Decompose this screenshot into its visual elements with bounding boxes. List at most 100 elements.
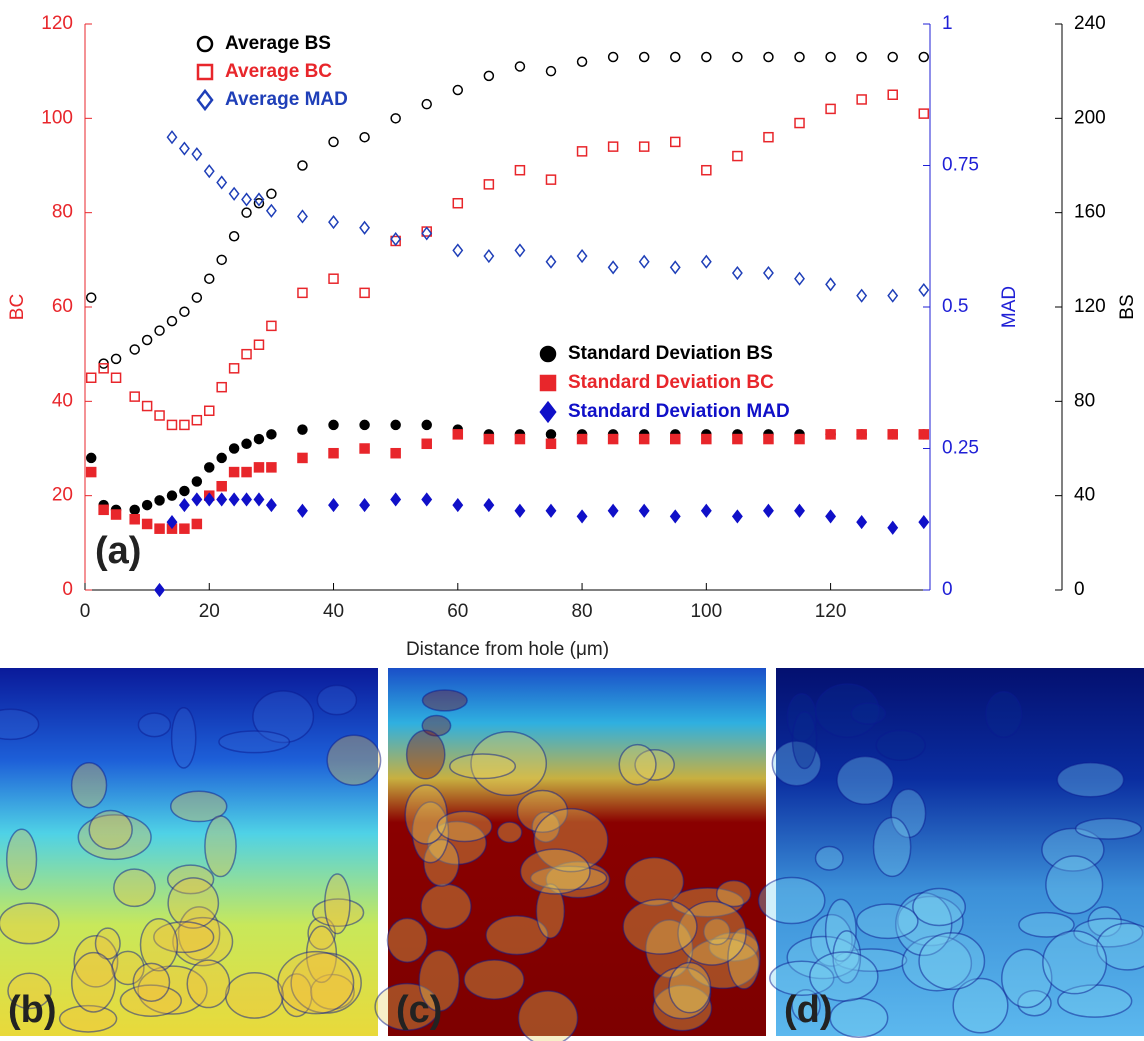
grain	[715, 879, 752, 908]
marker	[887, 520, 899, 535]
marker	[732, 150, 743, 162]
legend-label: Standard Deviation BS	[568, 343, 773, 364]
x-tick-label: 40	[323, 601, 344, 622]
marker	[166, 419, 178, 431]
marker	[918, 282, 930, 298]
marker	[545, 254, 557, 269]
grain	[324, 873, 351, 935]
marker	[129, 514, 140, 525]
grain	[769, 960, 835, 996]
marker	[297, 424, 308, 435]
marker	[794, 433, 805, 445]
marker	[576, 146, 588, 157]
grain	[918, 932, 986, 991]
grain	[622, 898, 698, 955]
grain	[436, 810, 493, 843]
marker	[887, 89, 898, 100]
marker	[166, 130, 178, 145]
y3-tick-label: 80	[1074, 390, 1095, 411]
marker	[253, 339, 265, 350]
marker	[228, 443, 240, 454]
marker	[191, 292, 203, 303]
marker	[483, 179, 495, 190]
marker	[241, 466, 252, 478]
marker	[154, 410, 165, 421]
y3-tick-label: 0	[1074, 579, 1085, 600]
marker	[390, 113, 401, 124]
marker	[794, 117, 805, 129]
marker	[856, 429, 867, 440]
marker	[731, 265, 743, 281]
marker	[241, 207, 252, 218]
marker	[359, 287, 370, 299]
marker	[545, 503, 557, 518]
grain	[411, 801, 450, 864]
marker	[204, 405, 215, 417]
marker	[731, 509, 743, 524]
marker	[918, 514, 930, 530]
marker	[514, 61, 526, 72]
grain	[1045, 855, 1104, 915]
grain	[618, 743, 657, 786]
marker	[141, 499, 153, 511]
y3-tick-label: 240	[1074, 13, 1106, 34]
marker	[228, 492, 240, 507]
marker	[179, 523, 190, 534]
marker	[825, 509, 837, 524]
grain	[277, 950, 355, 1015]
grain	[757, 876, 826, 925]
marker	[452, 197, 464, 209]
marker	[191, 492, 203, 507]
legend-label: Average MAD	[225, 89, 348, 110]
marker	[545, 65, 557, 77]
marker	[228, 186, 240, 201]
marker	[129, 504, 140, 516]
grain	[985, 690, 1023, 739]
marker	[178, 498, 190, 513]
y2-tick-label: 1	[942, 13, 953, 34]
marker	[154, 325, 165, 336]
marker	[514, 243, 526, 258]
marker	[732, 433, 743, 445]
marker	[856, 51, 867, 63]
marker	[918, 108, 930, 119]
marker	[483, 70, 495, 82]
x-tick-label: 120	[815, 601, 847, 622]
marker	[154, 495, 165, 506]
grain	[668, 961, 712, 1014]
marker	[328, 215, 339, 230]
grain	[1042, 930, 1108, 995]
grain	[139, 918, 179, 972]
grain	[166, 864, 215, 895]
legend-marker	[196, 35, 214, 53]
marker	[216, 492, 228, 507]
grain	[6, 828, 38, 891]
marker	[732, 51, 743, 63]
y-tick-label: 0	[62, 579, 73, 600]
legend-marker	[196, 63, 214, 81]
grain	[421, 689, 468, 712]
legend-label: Standard Deviation BC	[568, 372, 774, 393]
marker	[638, 51, 650, 63]
marker	[359, 419, 370, 431]
marker	[228, 363, 240, 374]
grain	[872, 816, 912, 878]
grain	[533, 807, 609, 873]
grain	[218, 730, 291, 754]
y2-tick-label: 0.25	[942, 438, 979, 459]
marker	[191, 518, 203, 530]
legend-marker	[539, 374, 557, 392]
marker	[297, 209, 308, 224]
marker	[166, 514, 178, 530]
grain	[449, 753, 517, 780]
marker	[241, 348, 252, 360]
grain	[1073, 917, 1144, 948]
y-tick-label: 80	[52, 202, 73, 223]
marker	[328, 419, 339, 431]
marker	[203, 492, 215, 507]
marker	[638, 254, 650, 269]
marker	[452, 243, 464, 258]
marker	[483, 498, 495, 513]
grain	[634, 748, 675, 781]
grain	[771, 740, 822, 787]
